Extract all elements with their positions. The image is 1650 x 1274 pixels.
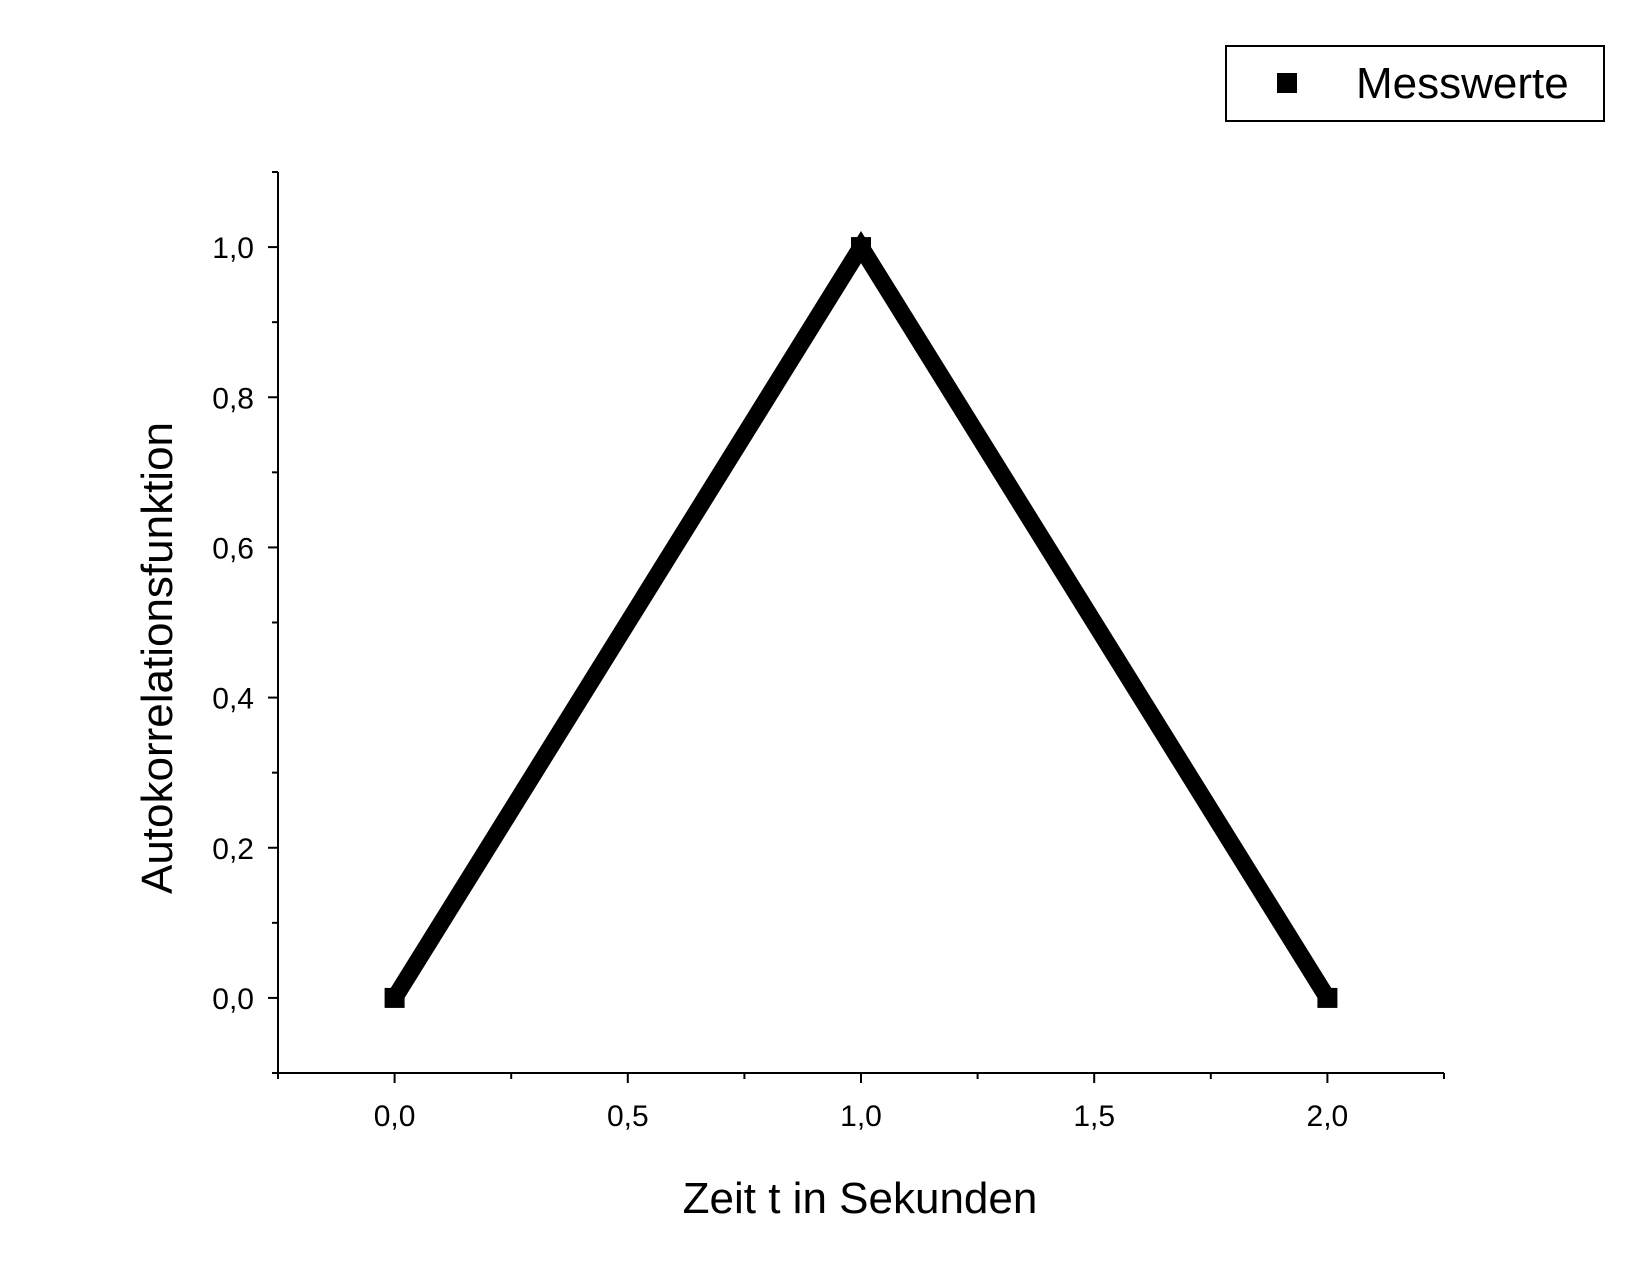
data-point — [384, 987, 405, 1008]
x-tick-label: 0,5 — [607, 1100, 649, 1133]
y-tick-label: 0,4 — [212, 683, 254, 716]
x-axis-title: Zeit t in Sekunden — [683, 1174, 1038, 1223]
x-tick-label: 1,5 — [1073, 1100, 1115, 1133]
legend: Messwerte — [1225, 45, 1605, 122]
y-tick-label: 1,0 — [212, 232, 254, 265]
y-tick-label: 0,8 — [212, 382, 254, 415]
data-point — [1317, 987, 1338, 1008]
y-axis-title: Autokorrelationsfunktion — [133, 422, 182, 894]
plot-area — [384, 230, 1338, 1008]
x-tick-label: 0,0 — [374, 1100, 416, 1133]
x-ticks: 0,0 0,5 1,0 1,5 2,0 — [277, 1073, 1445, 1133]
legend-label: Messwerte — [1356, 59, 1569, 108]
y-tick-label: 0,2 — [212, 833, 254, 866]
data-point — [851, 237, 871, 258]
y-ticks: 0,0 0,2 0,4 0,6 0,8 1,0 — [212, 171, 278, 1074]
axes: 0,0 0,2 0,4 0,6 0,8 1,0 0,0 0,5 1,0 1,5 2,0 — [212, 171, 1445, 1133]
x-tick-label: 2,0 — [1307, 1100, 1349, 1133]
y-tick-label: 0,6 — [212, 532, 254, 565]
x-tick-label: 1,0 — [840, 1100, 882, 1133]
y-tick-label: 0,0 — [212, 983, 254, 1016]
legend-marker-icon — [1277, 73, 1297, 93]
